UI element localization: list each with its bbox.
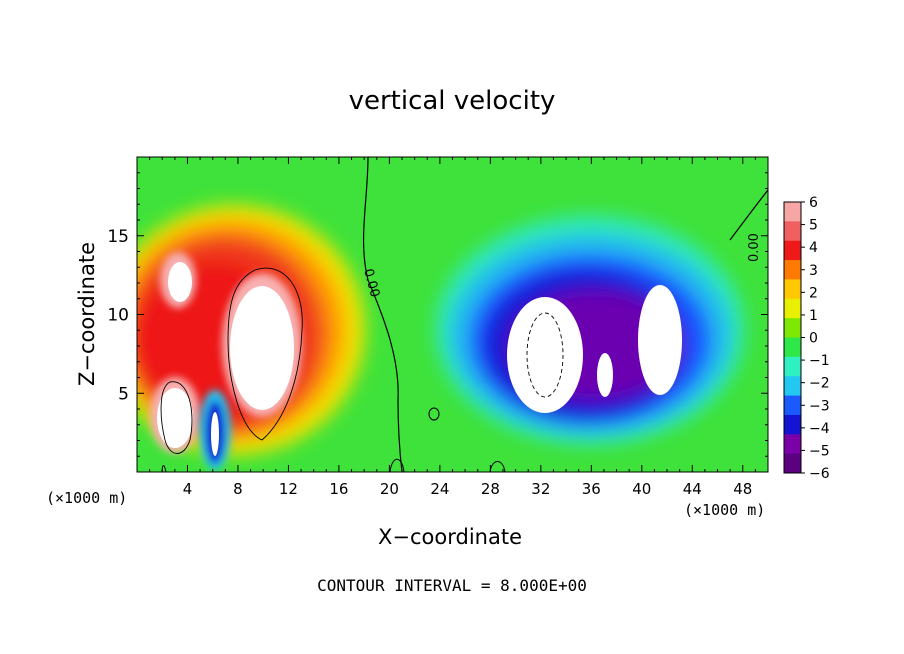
colorbar-label: −5 [809, 443, 830, 459]
x-tick-label: 44 [683, 480, 702, 498]
colorbar-label: 1 [809, 308, 818, 324]
contour-label-zero-right: 0.00 [747, 233, 762, 262]
colorbar-swatch [784, 279, 801, 300]
negative-contour-main [526, 312, 564, 398]
x-tick-label: 24 [430, 480, 449, 498]
positive-contour-main [227, 267, 303, 441]
colorbar-swatch [784, 356, 801, 377]
colorbar-swatch [784, 318, 801, 338]
x-tick-label: 40 [632, 480, 651, 498]
colorbar-label: 3 [809, 263, 818, 279]
downdraft-main-core [507, 297, 583, 413]
colorbar-label: −3 [809, 398, 830, 414]
y-tick-label: 10 [107, 306, 129, 326]
x-tick-label: 4 [183, 480, 193, 498]
colorbar-swatch [784, 337, 801, 358]
colorbar-label: 4 [809, 240, 818, 256]
colorbar-swatch [784, 395, 801, 416]
heatmap-field: 0.00 0.00 [137, 157, 768, 472]
colorbar-swatch [784, 240, 801, 261]
x-axis-label: X−coordinate [378, 525, 522, 549]
downdraft-small-core [597, 353, 613, 397]
updraft-main-core [230, 286, 294, 410]
contour-small-3 [428, 407, 440, 421]
colorbar-swatch [784, 260, 801, 280]
colorbar-swatch [784, 221, 801, 242]
x-tick-label: 48 [733, 480, 752, 498]
downdraft-region [435, 215, 745, 445]
colorbar-swatch [784, 298, 801, 319]
x-tick-label: 12 [279, 480, 298, 498]
x-tick-label: 36 [582, 480, 601, 498]
colorbar-swatch [784, 414, 801, 435]
y-tick-label: 5 [118, 384, 129, 404]
colorbar-label: 5 [809, 218, 818, 234]
contour-small-4 [389, 458, 405, 472]
x-tick-label: 8 [233, 480, 243, 498]
colorbar-swatch [784, 453, 801, 474]
x-unit-note: (×1000 m) [684, 501, 766, 519]
colorbar-label: −2 [809, 376, 830, 392]
colorbar-label: −6 [809, 466, 830, 482]
colorbar-label: −1 [809, 353, 830, 369]
x-axis: 4 8 12 16 20 24 28 32 36 40 44 48 [149, 157, 756, 498]
chart-title: vertical velocity [348, 86, 556, 116]
x-tick-label: 32 [531, 480, 550, 498]
contour-interval-note: CONTOUR INTERVAL = 8.000E+00 [317, 576, 587, 595]
colorbar-label: −4 [809, 421, 830, 437]
zero-contour-right [729, 189, 768, 241]
colorbar-swatch [784, 202, 801, 222]
colorbar-label: 0 [809, 331, 818, 347]
contour-label-zero-mid: 0.00 [360, 267, 382, 299]
colorbar-label: 2 [809, 285, 818, 301]
colorbar-swatch [784, 376, 801, 397]
zero-contour-mid [362, 157, 403, 472]
x-tick-label: 20 [380, 480, 399, 498]
y-unit-note: (×1000 m) [46, 489, 128, 507]
updraft-left-core [168, 262, 192, 302]
x-tick-label: 16 [329, 480, 348, 498]
downdraft-right-core [638, 285, 682, 395]
positive-contour-low [160, 381, 193, 454]
y-tick-label: 15 [107, 227, 129, 247]
colorbar: 6 5 4 3 2 1 0 −1 −2 −3 −4 −5 −6 [783, 195, 830, 482]
y-axis-label: Z−coordinate [75, 242, 99, 386]
y-axis: 5 10 15 [107, 172, 768, 457]
narrow-downdraft-core [211, 412, 219, 456]
updraft-low-core [157, 388, 193, 448]
x-tick-label: 28 [481, 480, 500, 498]
colorbar-swatch [784, 434, 801, 455]
colorbar-label: 6 [809, 195, 818, 211]
